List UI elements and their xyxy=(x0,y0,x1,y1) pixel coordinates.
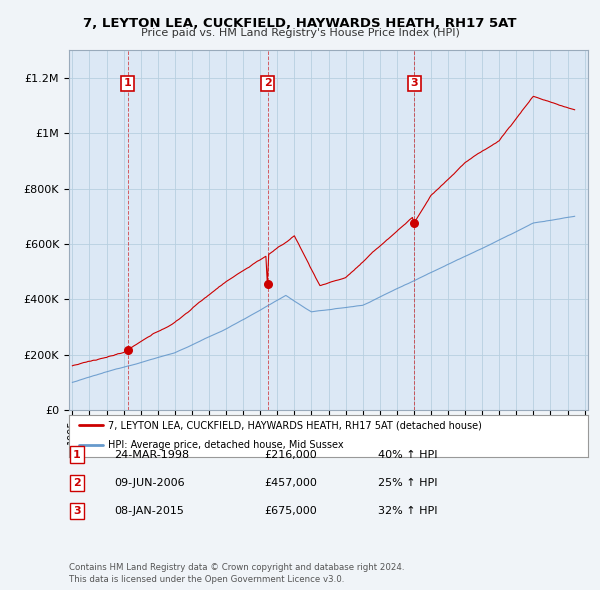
Point xyxy=(123,346,133,355)
Text: Price paid vs. HM Land Registry's House Price Index (HPI): Price paid vs. HM Land Registry's House … xyxy=(140,28,460,38)
Point xyxy=(410,218,419,228)
Text: This data is licensed under the Open Government Licence v3.0.: This data is licensed under the Open Gov… xyxy=(69,575,344,584)
Text: 3: 3 xyxy=(410,78,418,88)
Text: 24-MAR-1998: 24-MAR-1998 xyxy=(114,450,189,460)
Text: HPI: Average price, detached house, Mid Sussex: HPI: Average price, detached house, Mid … xyxy=(108,440,344,450)
Text: 2: 2 xyxy=(264,78,272,88)
Text: £216,000: £216,000 xyxy=(264,450,317,460)
Text: 7, LEYTON LEA, CUCKFIELD, HAYWARDS HEATH, RH17 5AT: 7, LEYTON LEA, CUCKFIELD, HAYWARDS HEATH… xyxy=(83,17,517,30)
Text: Contains HM Land Registry data © Crown copyright and database right 2024.: Contains HM Land Registry data © Crown c… xyxy=(69,563,404,572)
Text: 2: 2 xyxy=(73,478,80,488)
Text: 40% ↑ HPI: 40% ↑ HPI xyxy=(378,450,437,460)
Text: 08-JAN-2015: 08-JAN-2015 xyxy=(114,506,184,516)
Text: 1: 1 xyxy=(73,450,80,460)
Text: 3: 3 xyxy=(73,506,80,516)
Text: 1: 1 xyxy=(124,78,131,88)
Text: 25% ↑ HPI: 25% ↑ HPI xyxy=(378,478,437,488)
Text: 09-JUN-2006: 09-JUN-2006 xyxy=(114,478,185,488)
Point xyxy=(263,279,272,289)
Text: 7, LEYTON LEA, CUCKFIELD, HAYWARDS HEATH, RH17 5AT (detached house): 7, LEYTON LEA, CUCKFIELD, HAYWARDS HEATH… xyxy=(108,421,482,430)
Text: £457,000: £457,000 xyxy=(264,478,317,488)
Text: £675,000: £675,000 xyxy=(264,506,317,516)
Text: 32% ↑ HPI: 32% ↑ HPI xyxy=(378,506,437,516)
